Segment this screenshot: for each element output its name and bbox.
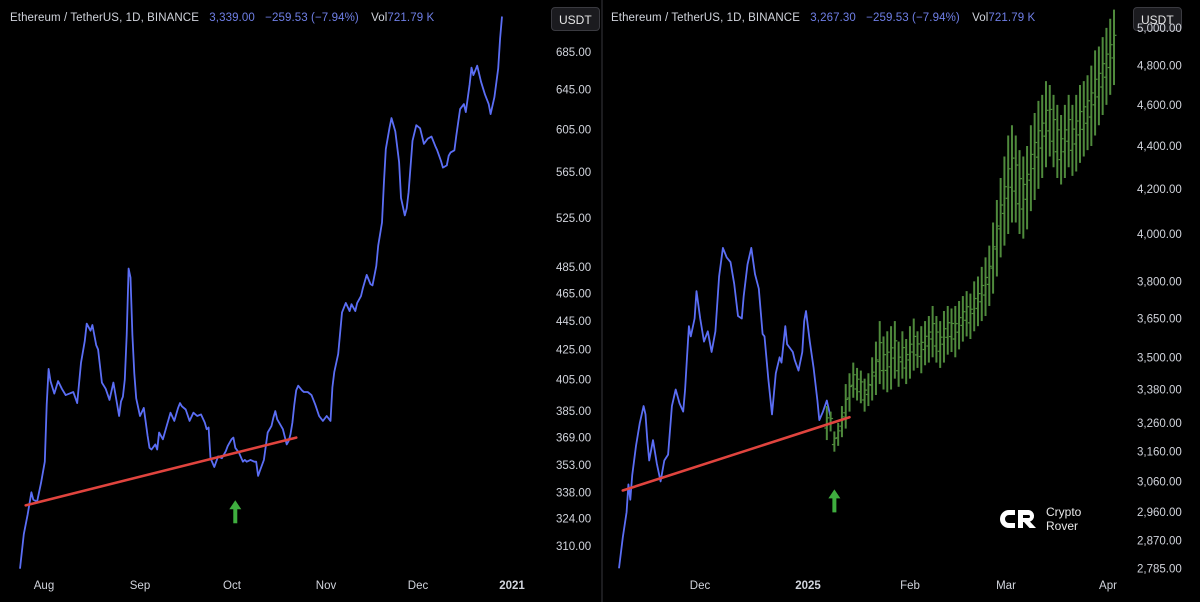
right-symbol-label: Ethereum / TetherUS, 1D, BINANCE xyxy=(611,12,800,24)
left-up-arrow-shaft xyxy=(233,508,238,524)
logo-line1: Crypto xyxy=(1046,505,1082,519)
right-x-tick-label: Feb xyxy=(900,580,920,592)
right-y-tick-label: 2,785.00 xyxy=(1137,563,1182,575)
left-up-arrow-head xyxy=(229,500,242,510)
left-x-tick-label: 2021 xyxy=(499,580,525,592)
left-price-value: 3,339.00 xyxy=(209,12,255,24)
right-currency-button[interactable]: USDT xyxy=(1133,7,1182,31)
right-change-value: −259.53 (−7.94%) xyxy=(866,12,960,24)
left-y-tick-label: 605.00 xyxy=(556,124,591,136)
right-price-line xyxy=(618,247,832,569)
logo-line2: Rover xyxy=(1046,519,1079,533)
right-y-tick-label: 3,160.00 xyxy=(1137,447,1182,459)
left-y-tick-label: 685.00 xyxy=(556,47,591,59)
right-price-value: 3,267.30 xyxy=(810,12,856,24)
right-y-tick-label: 3,800.00 xyxy=(1137,276,1182,288)
left-change-value: −259.53 (−7.94%) xyxy=(265,12,359,24)
crypto-rover-logo-text: Crypto Rover xyxy=(1046,505,1081,533)
right-y-tick-label: 4,000.00 xyxy=(1137,229,1182,241)
left-x-tick-label: Oct xyxy=(223,580,242,592)
left-y-tick-label: 525.00 xyxy=(556,213,591,225)
right-y-tick-label: 4,200.00 xyxy=(1137,184,1182,196)
right-y-tick-label: 4,800.00 xyxy=(1137,61,1182,73)
right-chart-svg: 5,000.00 4,800.00 4,600.00 4,400.00 4,200.00… xyxy=(618,9,1182,592)
crypto-rover-logo-icon xyxy=(1000,510,1036,528)
left-y-tick-label: 645.00 xyxy=(556,84,591,96)
left-volume-label: Vol xyxy=(371,12,388,24)
left-chart-panel[interactable]: Ethereum / TetherUS, 1D, BINANCE 3,339.0… xyxy=(0,0,603,602)
left-symbol-label: Ethereum / TetherUS, 1D, BINANCE xyxy=(10,12,199,24)
right-y-tick-label: 3,060.00 xyxy=(1137,476,1182,488)
right-y-tick-label: 4,600.00 xyxy=(1137,100,1182,112)
left-volume-value: 721.79 K xyxy=(387,12,435,24)
right-y-tick-label: 3,260.00 xyxy=(1137,418,1182,430)
left-currency-button[interactable]: USDT xyxy=(551,7,600,31)
left-y-tick-label: 445.00 xyxy=(556,316,591,328)
right-y-tick-label: 4,400.00 xyxy=(1137,141,1182,153)
right-y-tick-label: 3,380.00 xyxy=(1137,385,1182,397)
left-y-tick-label: 425.00 xyxy=(556,344,591,356)
right-up-arrow-icon xyxy=(828,489,841,513)
left-y-tick-label: 465.00 xyxy=(556,288,591,300)
left-support-trendline xyxy=(24,436,298,507)
left-x-tick-label: Aug xyxy=(34,580,54,592)
right-y-tick-label: 2,960.00 xyxy=(1137,507,1182,519)
right-up-arrow-head xyxy=(828,489,841,499)
left-y-tick-label: 405.00 xyxy=(556,375,591,387)
right-x-tick-label: Apr xyxy=(1099,580,1117,592)
crypto-rover-logo: Crypto Rover xyxy=(1000,505,1081,533)
right-chart-legend: Ethereum / TetherUS, 1D, BINANCE 3,267.3… xyxy=(611,12,1038,24)
right-up-arrow-shaft xyxy=(832,497,837,513)
left-y-tick-label: 324.00 xyxy=(556,514,591,526)
right-y-tick-label: 5,000.00 xyxy=(1137,23,1182,35)
left-up-arrow-icon xyxy=(229,500,242,524)
left-y-tick-label: 565.00 xyxy=(556,167,591,179)
right-x-tick-label: Dec xyxy=(690,580,711,592)
left-x-tick-label: Nov xyxy=(316,580,337,592)
right-volume-value: 721.79 K xyxy=(988,12,1036,24)
left-x-tick-label: Dec xyxy=(408,580,429,592)
right-y-tick-label: 2,870.00 xyxy=(1137,536,1182,548)
right-ohlc-series xyxy=(824,9,1117,452)
left-y-tick-label: 485.00 xyxy=(556,262,591,274)
left-chart-legend: Ethereum / TetherUS, 1D, BINANCE 3,339.0… xyxy=(10,12,437,24)
left-chart-svg: 685.00 645.00 605.00 565.00 525.00 485.00 465.… xyxy=(19,16,591,592)
right-volume-label: Vol xyxy=(972,12,989,24)
left-y-tick-label: 338.00 xyxy=(556,487,591,499)
right-chart-panel[interactable]: Ethereum / TetherUS, 1D, BINANCE 3,267.3… xyxy=(603,0,1200,602)
right-support-trendline xyxy=(621,415,851,492)
left-y-tick-label: 369.00 xyxy=(556,433,591,445)
left-price-line xyxy=(19,16,503,569)
left-y-tick-label: 353.00 xyxy=(556,460,591,472)
left-x-tick-label: Sep xyxy=(130,580,150,592)
left-y-tick-label: 385.00 xyxy=(556,406,591,418)
right-y-tick-label: 3,650.00 xyxy=(1137,314,1182,326)
right-x-tick-label: Mar xyxy=(996,580,1016,592)
right-x-tick-label: 2025 xyxy=(795,580,821,592)
left-y-tick-label: 310.00 xyxy=(556,541,591,553)
right-y-tick-label: 3,500.00 xyxy=(1137,352,1182,364)
